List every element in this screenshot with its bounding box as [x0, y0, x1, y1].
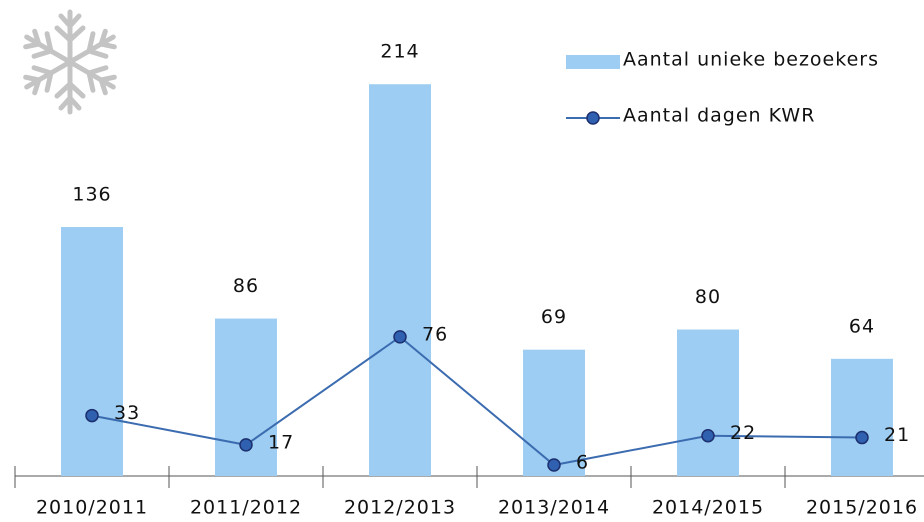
- line-value-label: 21: [884, 424, 910, 446]
- x-tick-label: 2010/2011: [36, 497, 148, 519]
- line-marker: [547, 458, 561, 472]
- bar: [831, 358, 893, 476]
- x-tick-label: 2011/2012: [190, 497, 302, 519]
- x-tick-label: 2013/2014: [498, 497, 610, 519]
- legend-label: Aantal dagen KWR: [623, 105, 815, 127]
- bar-value-label: 69: [541, 306, 567, 328]
- line-value-label: 17: [268, 431, 294, 453]
- bar: [369, 84, 431, 476]
- line-value-label: 76: [422, 323, 448, 345]
- bar-value-label: 64: [849, 315, 875, 337]
- line-value-label: 6: [576, 452, 589, 474]
- x-tick-label: 2012/2013: [344, 497, 456, 519]
- legend-swatch: [566, 55, 620, 69]
- snowflake-icon: [20, 9, 120, 112]
- x-tick-label: 2015/2016: [806, 497, 918, 519]
- line-value-label: 22: [730, 422, 756, 444]
- line-marker: [701, 428, 715, 443]
- line-marker: [855, 430, 869, 445]
- legend-label: Aantal unieke bezoekers: [623, 49, 879, 71]
- line-marker: [393, 330, 407, 344]
- bar-value-label: 80: [695, 286, 721, 308]
- bar-value-label: 136: [72, 184, 111, 206]
- legend-marker: [586, 111, 600, 125]
- line: [91, 335, 863, 467]
- line-marker: [239, 438, 253, 452]
- x-tick-label: 2014/2015: [652, 497, 764, 519]
- bar: [677, 329, 739, 476]
- line-value-label: 33: [114, 402, 140, 424]
- bar: [61, 227, 123, 476]
- bar-value-label: 214: [380, 41, 419, 63]
- line-marker: [85, 408, 99, 423]
- bar-value-label: 86: [233, 275, 259, 297]
- bar: [523, 349, 585, 476]
